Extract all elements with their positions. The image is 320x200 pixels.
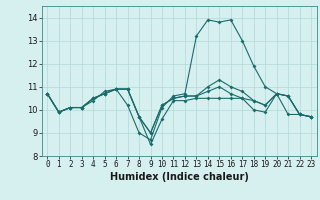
X-axis label: Humidex (Indice chaleur): Humidex (Indice chaleur) (110, 172, 249, 182)
